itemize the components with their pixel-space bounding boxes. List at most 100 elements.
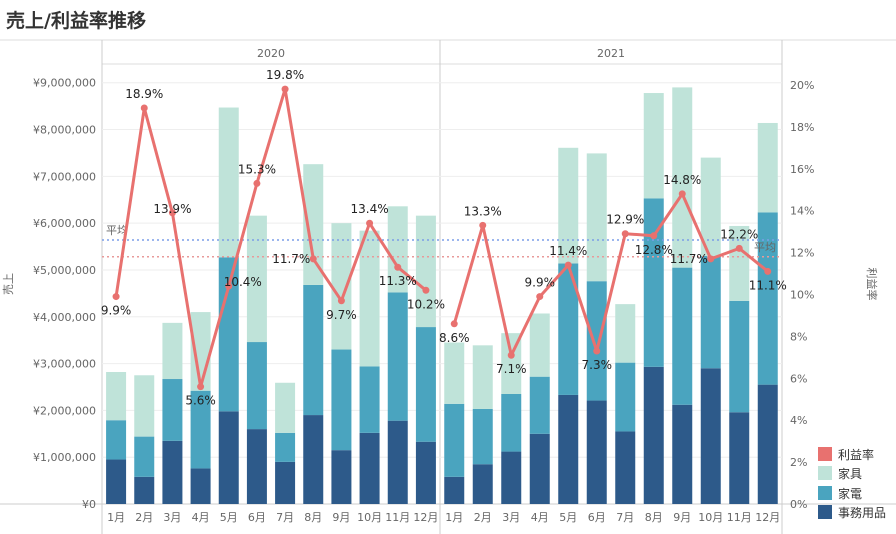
y-tick-left: ¥9,000,000	[33, 77, 96, 90]
x-tick-label: 7月	[616, 511, 634, 524]
bar-家具-2020-1月	[106, 372, 127, 421]
x-tick-label: 12月	[755, 511, 780, 524]
y-tick-left: ¥8,000,000	[33, 124, 96, 137]
bar-家具-2020-2月	[134, 375, 155, 437]
x-tick-label: 8月	[645, 511, 663, 524]
bar-家電-2020-1月	[106, 420, 127, 460]
x-tick-label: 2月	[135, 511, 153, 524]
bar-家具-2021-4月	[529, 313, 550, 377]
bar-家電-2021-6月	[586, 281, 607, 401]
y-tick-left: ¥0	[82, 498, 96, 511]
bar-事務用品-2020-2月	[134, 476, 155, 504]
reference-label-average: 平均	[106, 224, 128, 237]
bar-家具-2020-9月	[331, 223, 352, 350]
bar-家電-2020-12月	[415, 327, 436, 442]
bar-事務用品-2020-4月	[190, 468, 211, 504]
bar-家具-2021-12月	[757, 122, 778, 213]
bar-事務用品-2021-6月	[586, 400, 607, 504]
bar-事務用品-2021-8月	[643, 366, 664, 504]
bar-家電-2020-9月	[331, 349, 352, 451]
bar-家電-2021-12月	[757, 212, 778, 385]
y-tick-right: 8%	[790, 330, 807, 343]
bar-家具-2021-9月	[672, 87, 693, 268]
profit-rate-line-2021	[452, 192, 769, 357]
y-tick-right: 10%	[790, 288, 814, 301]
y-tick-left: ¥6,000,000	[33, 217, 96, 230]
profit-rate-label: 5.6%	[185, 394, 216, 408]
legend-swatch	[818, 486, 832, 500]
x-tick-label: 6月	[248, 511, 266, 524]
profit-rate-point	[197, 383, 205, 391]
bar-事務用品-2020-6月	[246, 429, 267, 504]
profit-rate-point	[112, 293, 120, 301]
bar-事務用品-2021-2月	[472, 464, 493, 504]
x-tick-label: 1月	[107, 511, 125, 524]
bar-家具-2020-7月	[275, 382, 296, 433]
legend-swatch	[818, 466, 832, 480]
profit-rate-point	[621, 230, 629, 238]
legend-label: 利益率	[838, 447, 874, 462]
profit-rate-label: 11.7%	[272, 252, 310, 266]
profit-rate-label: 15.3%	[238, 162, 276, 176]
profit-rate-label: 9.9%	[525, 276, 556, 290]
bar-事務用品-2020-10月	[359, 432, 380, 504]
profit-rate-label: 12.2%	[720, 227, 758, 241]
x-tick-label: 3月	[163, 511, 181, 524]
legend-swatch	[818, 505, 832, 519]
profit-rate-label: 11.7%	[670, 252, 708, 266]
bar-家電-2021-9月	[672, 267, 693, 405]
x-tick-label: 10月	[698, 511, 723, 524]
legend-label: 家電	[838, 486, 862, 501]
legend-swatch	[818, 447, 832, 461]
bar-家電-2021-7月	[615, 362, 636, 432]
y-tick-right: 0%	[790, 498, 807, 511]
profit-rate-point	[536, 293, 544, 301]
bar-家電-2021-11月	[729, 300, 750, 413]
page-title: 売上/利益率推移	[6, 10, 146, 32]
y-tick-left: ¥2,000,000	[33, 404, 96, 417]
y-tick-left: ¥4,000,000	[33, 311, 96, 324]
profit-rate-point	[253, 179, 261, 187]
bar-家具-2020-5月	[218, 107, 239, 258]
bar-家電-2021-10月	[700, 255, 721, 369]
profit-rate-label: 18.9%	[125, 87, 163, 101]
bar-家電-2020-2月	[134, 436, 155, 477]
bar-家電-2020-10月	[359, 366, 380, 433]
bar-家具-2021-1月	[444, 342, 465, 404]
bar-事務用品-2021-12月	[757, 384, 778, 504]
x-tick-label: 9月	[673, 511, 691, 524]
y-tick-right: 12%	[790, 247, 814, 260]
bar-家電-2021-3月	[501, 394, 522, 452]
profit-rate-line-2020	[114, 87, 427, 389]
x-tick-label: 5月	[559, 511, 577, 524]
profit-rate-label: 12.8%	[635, 243, 673, 257]
y-tick-right: 14%	[790, 205, 814, 218]
profit-rate-label: 10.4%	[224, 275, 262, 289]
profit-rate-label: 9.9%	[101, 304, 132, 318]
profit-rate-point	[366, 219, 374, 227]
x-tick-label: 11月	[727, 511, 752, 524]
bar-家具-2020-3月	[162, 322, 183, 380]
y-axis-title-left: 売上	[2, 273, 15, 295]
bar-家具-2021-11月	[729, 225, 750, 301]
y-tick-right: 6%	[790, 372, 807, 385]
bar-家具-2020-8月	[303, 164, 324, 285]
legend-label: 事務用品	[838, 506, 886, 520]
bar-家電-2020-5月	[218, 257, 239, 412]
bar-事務用品-2020-9月	[331, 450, 352, 504]
bar-家電-2021-1月	[444, 403, 465, 477]
y-axis-title-right: 利益率	[865, 268, 879, 301]
bar-事務用品-2021-9月	[672, 404, 693, 504]
y-tick-right: 16%	[790, 163, 814, 176]
bar-家電-2021-5月	[558, 263, 579, 395]
bar-家具-2020-6月	[246, 215, 267, 343]
profit-rate-label: 7.1%	[496, 362, 527, 376]
x-tick-label: 10月	[357, 511, 382, 524]
profit-rate-label: 11.3%	[379, 274, 417, 288]
bar-事務用品-2021-3月	[501, 451, 522, 504]
bar-家電-2020-11月	[387, 292, 408, 421]
profit-rate-label: 10.2%	[407, 297, 445, 311]
bar-家具-2020-12月	[415, 215, 436, 328]
year-header-2021: 2021	[597, 47, 625, 60]
y-tick-right: 20%	[790, 79, 814, 92]
